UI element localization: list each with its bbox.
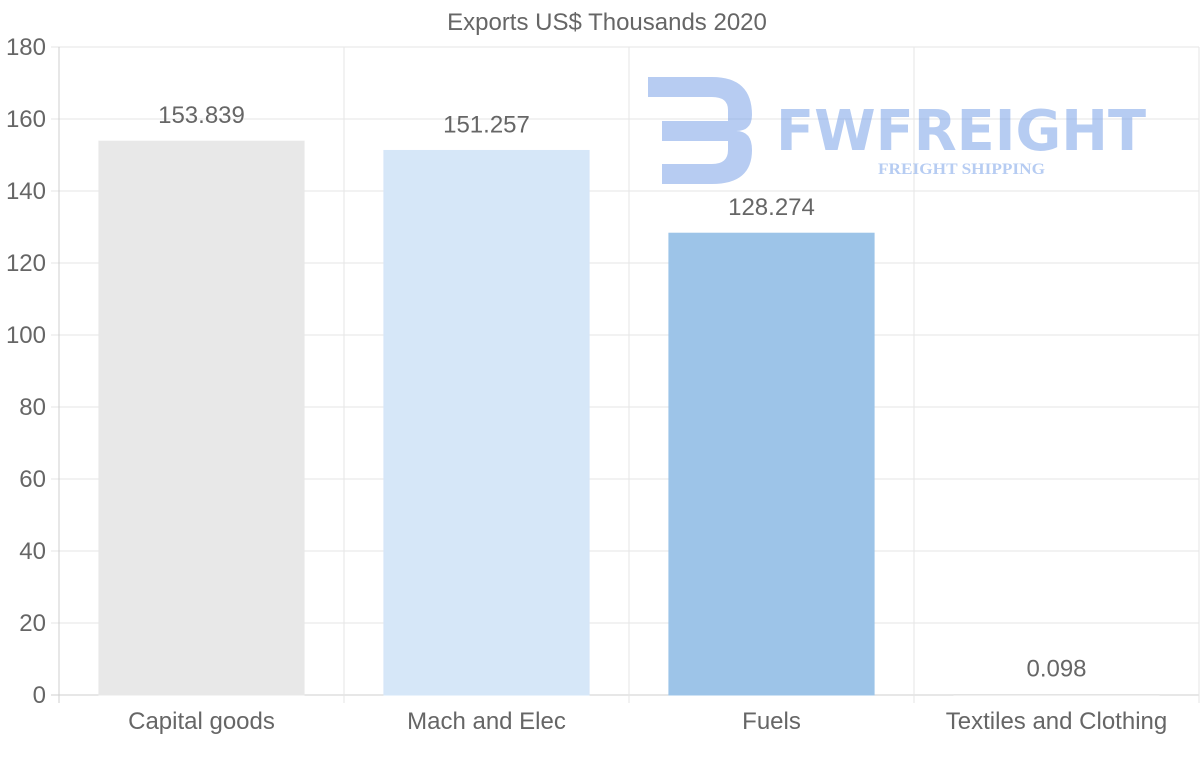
x-category-label: Capital goods [128,708,275,735]
fw-logo-icon [648,77,752,184]
y-tick-label: 60 [19,466,46,493]
watermark-logo: FWFREIGHT FREIGHT SHIPPING [648,77,1146,184]
bar [383,149,590,696]
x-category-label: Textiles and Clothing [946,708,1167,735]
bar-value-label: 128.274 [728,194,815,221]
y-tick-label: 160 [6,106,46,133]
y-tick-label: 20 [19,610,46,637]
bar [668,232,875,696]
y-tick-label: 80 [19,394,46,421]
bar-value-label: 151.257 [443,111,530,138]
x-category-label: Fuels [742,708,801,735]
bars-layer [98,140,1160,696]
watermark-brand: FWFREIGHT [776,99,1146,164]
bar-value-label: 153.839 [158,102,245,129]
y-tick-label: 180 [6,34,46,61]
bar [98,140,305,696]
labels-layer: 0 20 40 60 80 100 120 140 160 180 153.839 Capital g… [6,34,1167,735]
chart-title: Exports US$ Thousands 2020 [447,9,767,36]
y-tick-label: 0 [33,682,46,709]
x-category-label: Mach and Elec [407,708,566,735]
y-tick-label: 140 [6,178,46,205]
bar-value-label: 0.098 [1026,656,1086,683]
watermark-tagline: FREIGHT SHIPPING [878,161,1046,178]
y-tick-label: 120 [6,250,46,277]
y-tick-label: 100 [6,322,46,349]
y-tick-label: 40 [19,538,46,565]
